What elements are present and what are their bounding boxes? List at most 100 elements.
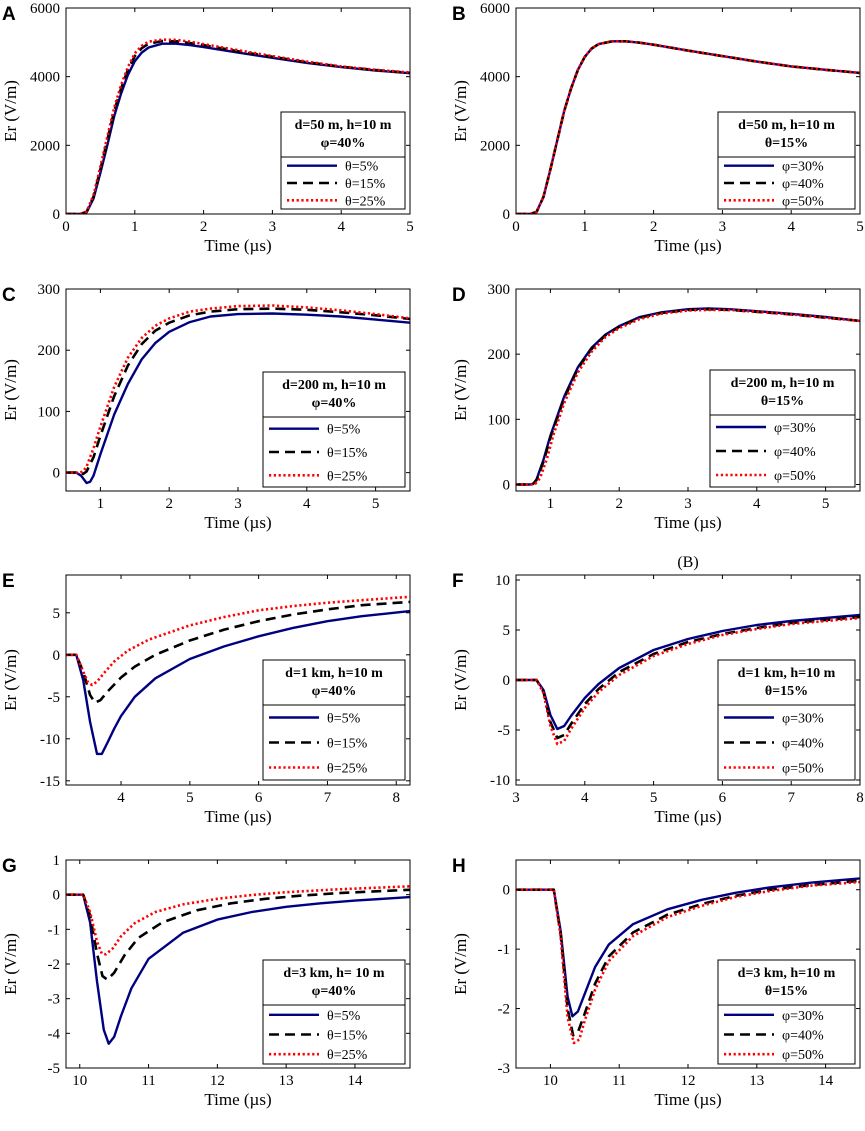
x-tick-label-d: 3 — [684, 496, 692, 512]
x-tick-label-f: 8 — [856, 790, 864, 806]
x-axis-label-g: Time (µs) — [204, 1090, 271, 1109]
y-axis-label-h: Er (V/m) — [451, 933, 470, 995]
x-axis-label-e: Time (µs) — [204, 807, 271, 826]
legend-box-h — [717, 959, 856, 1065]
legend-label-g-1: θ=5% — [327, 1009, 361, 1024]
x-axis-label-d: Time (µs) — [654, 513, 721, 532]
x-tick-label-a: 0 — [62, 219, 70, 235]
x-tick-label-c: 4 — [303, 496, 311, 512]
x-tick-label-c: 1 — [97, 496, 105, 512]
legend-box-b — [717, 111, 856, 210]
x-tick-label-h: 11 — [612, 1073, 626, 1089]
legend-label-e-3: θ=25% — [327, 762, 368, 777]
y-axis-label-c: Er (V/m) — [1, 359, 20, 421]
y-tick-label-b: 4000 — [480, 70, 510, 86]
y-tick-label-g: 1 — [53, 853, 61, 869]
series-line-a-2 — [66, 39, 410, 214]
x-axis-label-h: Time (µs) — [654, 1090, 721, 1109]
y-tick-label-g: 0 — [53, 888, 61, 904]
panel-f: F 3 4 5 6 7 8 -10 -5 0 5 10 Time (µs) Er (V/m) d=1 km,… — [451, 571, 864, 826]
legend-d: d=200 m, h=10 m θ=15% φ=30% φ=40% φ=50% — [709, 369, 856, 488]
y-axis-label-e: Er (V/m) — [1, 649, 20, 711]
legend-label-g-3: θ=25% — [327, 1048, 368, 1063]
y-tick-label-f: -5 — [498, 723, 511, 739]
x-tick-label-b: 3 — [719, 219, 727, 235]
legend-label-b-3: φ=50% — [782, 194, 824, 209]
y-axis-label-a: Er (V/m) — [1, 80, 20, 142]
panel-d: D 1 2 3 4 5 0 100 200 300 Time (µs) Er (V/m) d=200 m… — [451, 282, 861, 571]
series-line-e-3 — [66, 595, 410, 687]
x-tick-label-g: 14 — [347, 1073, 363, 1089]
y-tick-label-h: 0 — [503, 883, 511, 899]
legend-label-f-1: φ=30% — [782, 712, 824, 727]
y-axis-label-b: Er (V/m) — [451, 80, 470, 142]
y-tick-label-d: 300 — [488, 282, 511, 298]
y-axis-label-g: Er (V/m) — [1, 933, 20, 995]
legend-f: d=1 km, h=10 m θ=15% φ=30% φ=40% φ=50% — [717, 659, 856, 781]
y-tick-label-c: 200 — [38, 343, 61, 359]
x-tick-label-e: 7 — [324, 790, 332, 806]
x-tick-label-b: 5 — [856, 219, 864, 235]
legend-label-d-1: φ=30% — [774, 421, 816, 436]
y-tick-label-g: -2 — [48, 957, 61, 973]
legend-title-f: θ=15% — [765, 684, 808, 699]
legend-title-h: θ=15% — [765, 984, 808, 999]
series-line-d-3 — [516, 308, 860, 486]
legend-label-h-2: φ=40% — [782, 1029, 824, 1044]
x-tick-label-d: 2 — [615, 496, 623, 512]
x-tick-label-a: 3 — [269, 219, 277, 235]
y-tick-label-g: -3 — [48, 992, 61, 1008]
series-line-g-3 — [66, 885, 410, 956]
y-tick-label-c: 100 — [38, 404, 61, 420]
x-tick-label-d: 4 — [753, 496, 761, 512]
legend-label-c-3: θ=25% — [327, 469, 368, 484]
legend-box-a — [280, 111, 406, 210]
x-tick-label-d: 5 — [822, 496, 830, 512]
legend-label-h-3: φ=50% — [782, 1048, 824, 1063]
x-tick-label-g: 13 — [279, 1073, 294, 1089]
legend-title-c: φ=40% — [312, 396, 357, 411]
panel-letter-a: A — [2, 4, 16, 25]
series-line-a-3 — [66, 38, 410, 214]
legend-label-b-2: φ=40% — [782, 177, 824, 192]
x-tick-label-c: 2 — [165, 496, 173, 512]
x-tick-label-f: 3 — [512, 790, 520, 806]
x-tick-label-h: 10 — [543, 1073, 558, 1089]
x-tick-label-h: 12 — [681, 1073, 696, 1089]
legend-label-a-3: θ=25% — [345, 194, 386, 209]
x-tick-label-b: 4 — [787, 219, 795, 235]
series-line-c-3 — [66, 304, 410, 474]
y-tick-label-f: 0 — [503, 673, 511, 689]
y-tick-label-c: 0 — [53, 466, 61, 482]
x-axis-label-f: Time (µs) — [654, 807, 721, 826]
y-tick-label-a: 0 — [53, 207, 61, 223]
legend-label-d-3: φ=50% — [774, 469, 816, 484]
x-tick-label-a: 4 — [337, 219, 345, 235]
x-tick-label-f: 6 — [719, 790, 727, 806]
legend-g: d=3 km, h= 10 m φ=40% θ=5% θ=15% θ=25% — [262, 959, 406, 1065]
y-tick-label-e: 5 — [53, 606, 61, 622]
legend-label-d-2: φ=40% — [774, 445, 816, 460]
y-tick-label-b: 2000 — [480, 138, 510, 154]
x-tick-label-e: 4 — [117, 790, 125, 806]
panel-e: E 4 5 6 7 8 -15 -10 -5 0 5 Time (µs) Er (V/m) d=1 km,… — [1, 571, 411, 826]
series-line-c-1 — [66, 312, 410, 485]
legend-box-e — [262, 659, 406, 781]
legend-title-d: d=200 m, h=10 m — [731, 376, 835, 391]
x-tick-label-c: 5 — [372, 496, 380, 512]
legend-label-a-2: θ=15% — [345, 177, 386, 192]
y-tick-label-e: 0 — [53, 648, 61, 664]
x-axis-label-a: Time (µs) — [204, 236, 271, 255]
y-tick-label-e: -5 — [48, 690, 61, 706]
plot-frame-a — [65, 7, 411, 215]
y-tick-label-a: 6000 — [30, 1, 60, 17]
x-tick-label-e: 5 — [186, 790, 194, 806]
panel-c: C 1 2 3 4 5 0 100 200 300 Time (µs) Er (V/m) d=200 m… — [1, 282, 411, 532]
x-tick-label-e: 6 — [255, 790, 263, 806]
legend-title-g: φ=40% — [312, 984, 357, 999]
legend-title-e: φ=40% — [312, 684, 357, 699]
series-line-g-1 — [66, 893, 410, 1045]
x-tick-label-d: 1 — [547, 496, 555, 512]
panel-letter-e: E — [2, 571, 15, 592]
legend-title-b: θ=15% — [765, 136, 808, 151]
